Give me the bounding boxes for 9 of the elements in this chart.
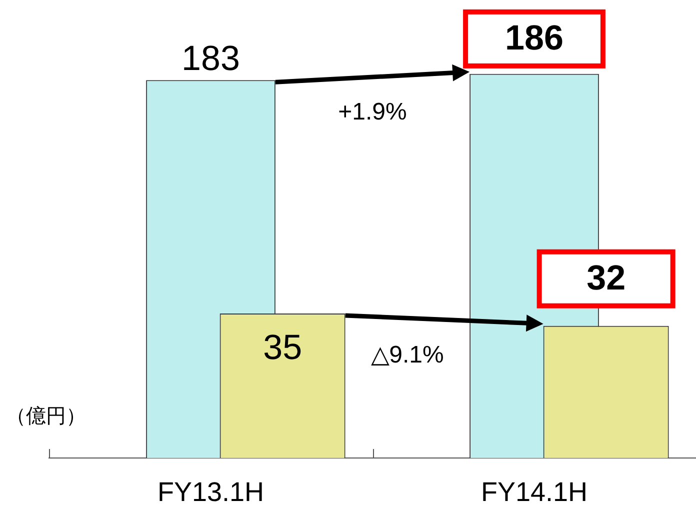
data-label: 32 xyxy=(586,258,626,298)
x-tick-label: FY14.1H xyxy=(480,476,588,507)
annotation: +1.9% xyxy=(338,98,407,126)
x-tick-label: FY13.1H xyxy=(157,476,264,507)
y-axis-title: （億円） xyxy=(6,406,86,428)
data-label: 186 xyxy=(505,18,564,58)
annotation: △9.1% xyxy=(371,341,444,368)
data-label: 183 xyxy=(182,39,240,78)
data-label: 35 xyxy=(263,328,302,368)
